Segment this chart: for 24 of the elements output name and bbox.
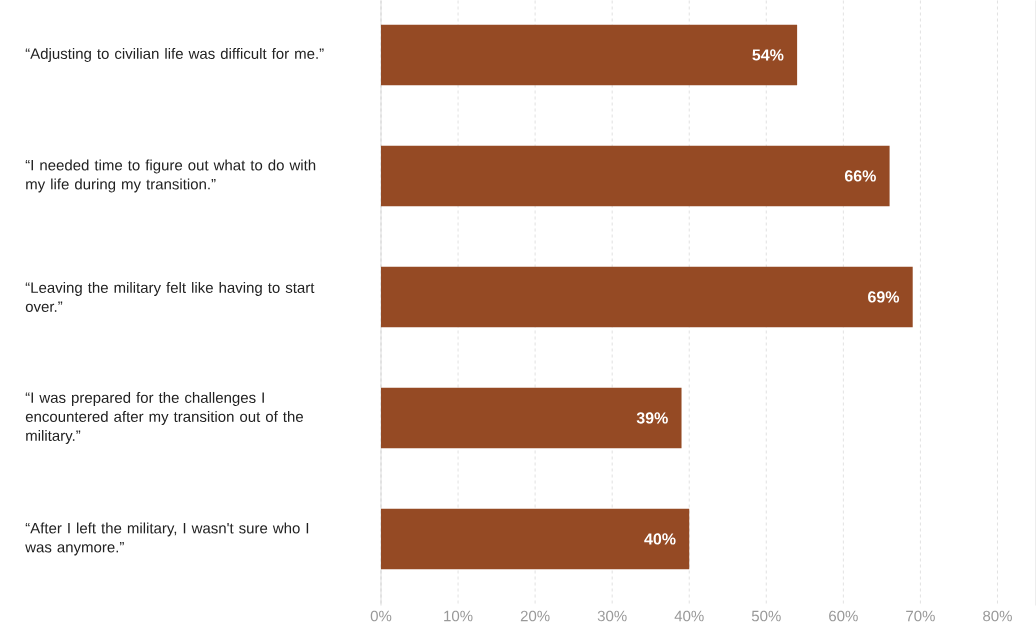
data-label: 40%	[644, 533, 676, 545]
bar	[381, 145, 890, 207]
bar	[381, 24, 798, 86]
x-tick-label: 70%	[906, 610, 935, 622]
x-tick-label: 60%	[829, 610, 858, 622]
x-tick-label: 0%	[370, 610, 392, 622]
y-tick-label: “After I left the military, I wasn't sure who I was anymore.”	[25, 522, 309, 556]
y-tick-label: “Adjusting to civilian life was difficult for me.”	[25, 47, 324, 62]
y-tick-label: “I needed time to figure out what to do with my life during my transition.”	[25, 159, 316, 193]
x-tick-label: 80%	[983, 610, 1012, 622]
x-tick-label: 10%	[444, 610, 473, 622]
data-label: 69%	[868, 291, 900, 303]
y-tick-label: “Leaving the military felt like having to start over.”	[25, 281, 315, 312]
data-label: 66%	[844, 170, 876, 182]
y-tick-label: “I was prepared for the challenges I encountered after my transition out of the military.”	[25, 391, 303, 444]
data-label: 54%	[752, 49, 784, 61]
x-tick-label: 50%	[751, 610, 781, 622]
bar	[381, 387, 682, 449]
bar	[381, 508, 690, 570]
data-label: 39%	[636, 412, 668, 424]
x-tick-label: 40%	[674, 610, 704, 622]
x-tick-label: 20%	[520, 610, 550, 622]
x-tick-label: 30%	[597, 610, 627, 622]
bar	[381, 266, 913, 328]
